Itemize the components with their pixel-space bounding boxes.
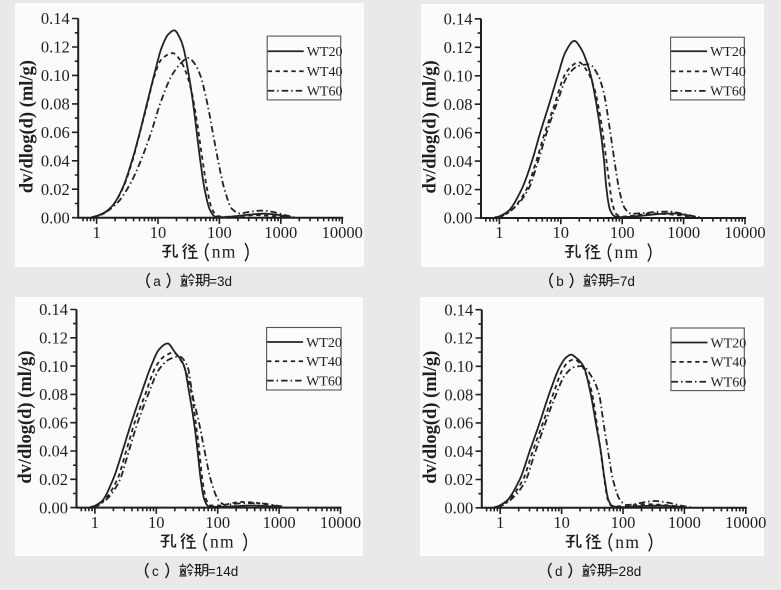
svg-text:d: d: [555, 564, 563, 579]
svg-text:0.08: 0.08: [39, 385, 68, 404]
svg-text:100: 100: [207, 223, 232, 242]
svg-text:0.08: 0.08: [444, 385, 473, 404]
svg-text:WT40: WT40: [710, 65, 746, 80]
svg-text:1: 1: [495, 223, 503, 242]
svg-text:10: 10: [148, 513, 165, 532]
svg-text:0.06: 0.06: [444, 123, 473, 142]
svg-text:100: 100: [611, 513, 636, 532]
svg-text:nm: nm: [210, 532, 235, 552]
svg-text:0.00: 0.00: [444, 499, 473, 518]
svg-text:=3d: =3d: [209, 274, 232, 289]
svg-text:dv/dlog(d) (ml/g): dv/dlog(d) (ml/g): [18, 60, 38, 193]
svg-text:10000: 10000: [322, 223, 363, 242]
svg-text:0.00: 0.00: [39, 498, 68, 517]
svg-text:WT20: WT20: [307, 45, 343, 60]
svg-text:0.02: 0.02: [41, 180, 70, 199]
svg-text:WT40: WT40: [711, 356, 747, 371]
svg-text:WT60: WT60: [711, 376, 747, 391]
svg-text:dv/dlog(d) (ml/g): dv/dlog(d) (ml/g): [16, 351, 36, 484]
svg-text:0.14: 0.14: [444, 10, 473, 29]
svg-text:0.12: 0.12: [41, 38, 70, 57]
svg-text:10: 10: [553, 223, 570, 242]
svg-text:0.10: 0.10: [444, 357, 473, 376]
svg-text:0.14: 0.14: [41, 9, 70, 28]
svg-text:0.02: 0.02: [39, 470, 68, 489]
svg-text:10000: 10000: [724, 223, 765, 242]
svg-text:WT20: WT20: [306, 336, 342, 351]
svg-text:WT60: WT60: [307, 85, 343, 100]
svg-text:0.04: 0.04: [39, 442, 68, 461]
svg-text:dv/dlog(d) (ml/g): dv/dlog(d) (ml/g): [421, 351, 441, 484]
svg-text:0.08: 0.08: [444, 95, 473, 114]
svg-text:1000: 1000: [667, 223, 700, 242]
svg-text:100: 100: [610, 223, 635, 242]
svg-text:0.12: 0.12: [444, 38, 473, 57]
svg-text:WT20: WT20: [711, 336, 747, 351]
svg-text:c: c: [152, 564, 159, 579]
svg-text:10000: 10000: [725, 513, 766, 532]
svg-text:WT40: WT40: [306, 355, 342, 370]
svg-text:10: 10: [553, 513, 570, 532]
svg-text:0.02: 0.02: [444, 180, 473, 199]
svg-text:b: b: [556, 274, 564, 289]
svg-text:dv/dlog(d) (ml/g): dv/dlog(d) (ml/g): [420, 60, 440, 193]
svg-text:0.10: 0.10: [444, 67, 473, 86]
svg-text:=28d: =28d: [611, 564, 641, 579]
svg-text:0.00: 0.00: [444, 209, 473, 228]
svg-text:0.06: 0.06: [41, 123, 70, 142]
svg-text:0.10: 0.10: [39, 357, 68, 376]
svg-text:10: 10: [150, 223, 167, 242]
svg-text:1: 1: [496, 513, 504, 532]
svg-text:1000: 1000: [264, 223, 297, 242]
svg-text:=14d: =14d: [208, 564, 238, 579]
svg-text:100: 100: [205, 513, 230, 532]
svg-text:nm: nm: [615, 532, 640, 552]
svg-text:a: a: [153, 274, 161, 289]
svg-text:0.04: 0.04: [444, 442, 473, 461]
svg-text:1: 1: [91, 513, 99, 532]
svg-text:1000: 1000: [263, 513, 296, 532]
svg-text:0.14: 0.14: [39, 300, 68, 319]
svg-text:1000: 1000: [668, 513, 701, 532]
svg-text:0.04: 0.04: [41, 152, 70, 171]
svg-text:WT60: WT60: [306, 374, 342, 389]
svg-text:0.14: 0.14: [444, 300, 473, 319]
svg-text:=7d: =7d: [612, 274, 635, 289]
svg-text:0.06: 0.06: [444, 414, 473, 433]
svg-text:1: 1: [92, 223, 100, 242]
svg-text:0.04: 0.04: [444, 152, 473, 171]
svg-text:0.00: 0.00: [41, 208, 70, 227]
svg-text:WT60: WT60: [710, 85, 746, 100]
svg-text:WT40: WT40: [307, 65, 343, 80]
svg-text:0.12: 0.12: [39, 329, 68, 348]
svg-text:nm: nm: [615, 242, 640, 262]
svg-text:0.08: 0.08: [41, 95, 70, 114]
svg-text:0.12: 0.12: [444, 329, 473, 348]
svg-text:0.02: 0.02: [444, 470, 473, 489]
svg-text:10000: 10000: [320, 513, 361, 532]
svg-text:nm: nm: [212, 242, 237, 262]
svg-text:WT20: WT20: [710, 45, 746, 60]
svg-text:0.06: 0.06: [39, 413, 68, 432]
svg-text:0.10: 0.10: [41, 66, 70, 85]
